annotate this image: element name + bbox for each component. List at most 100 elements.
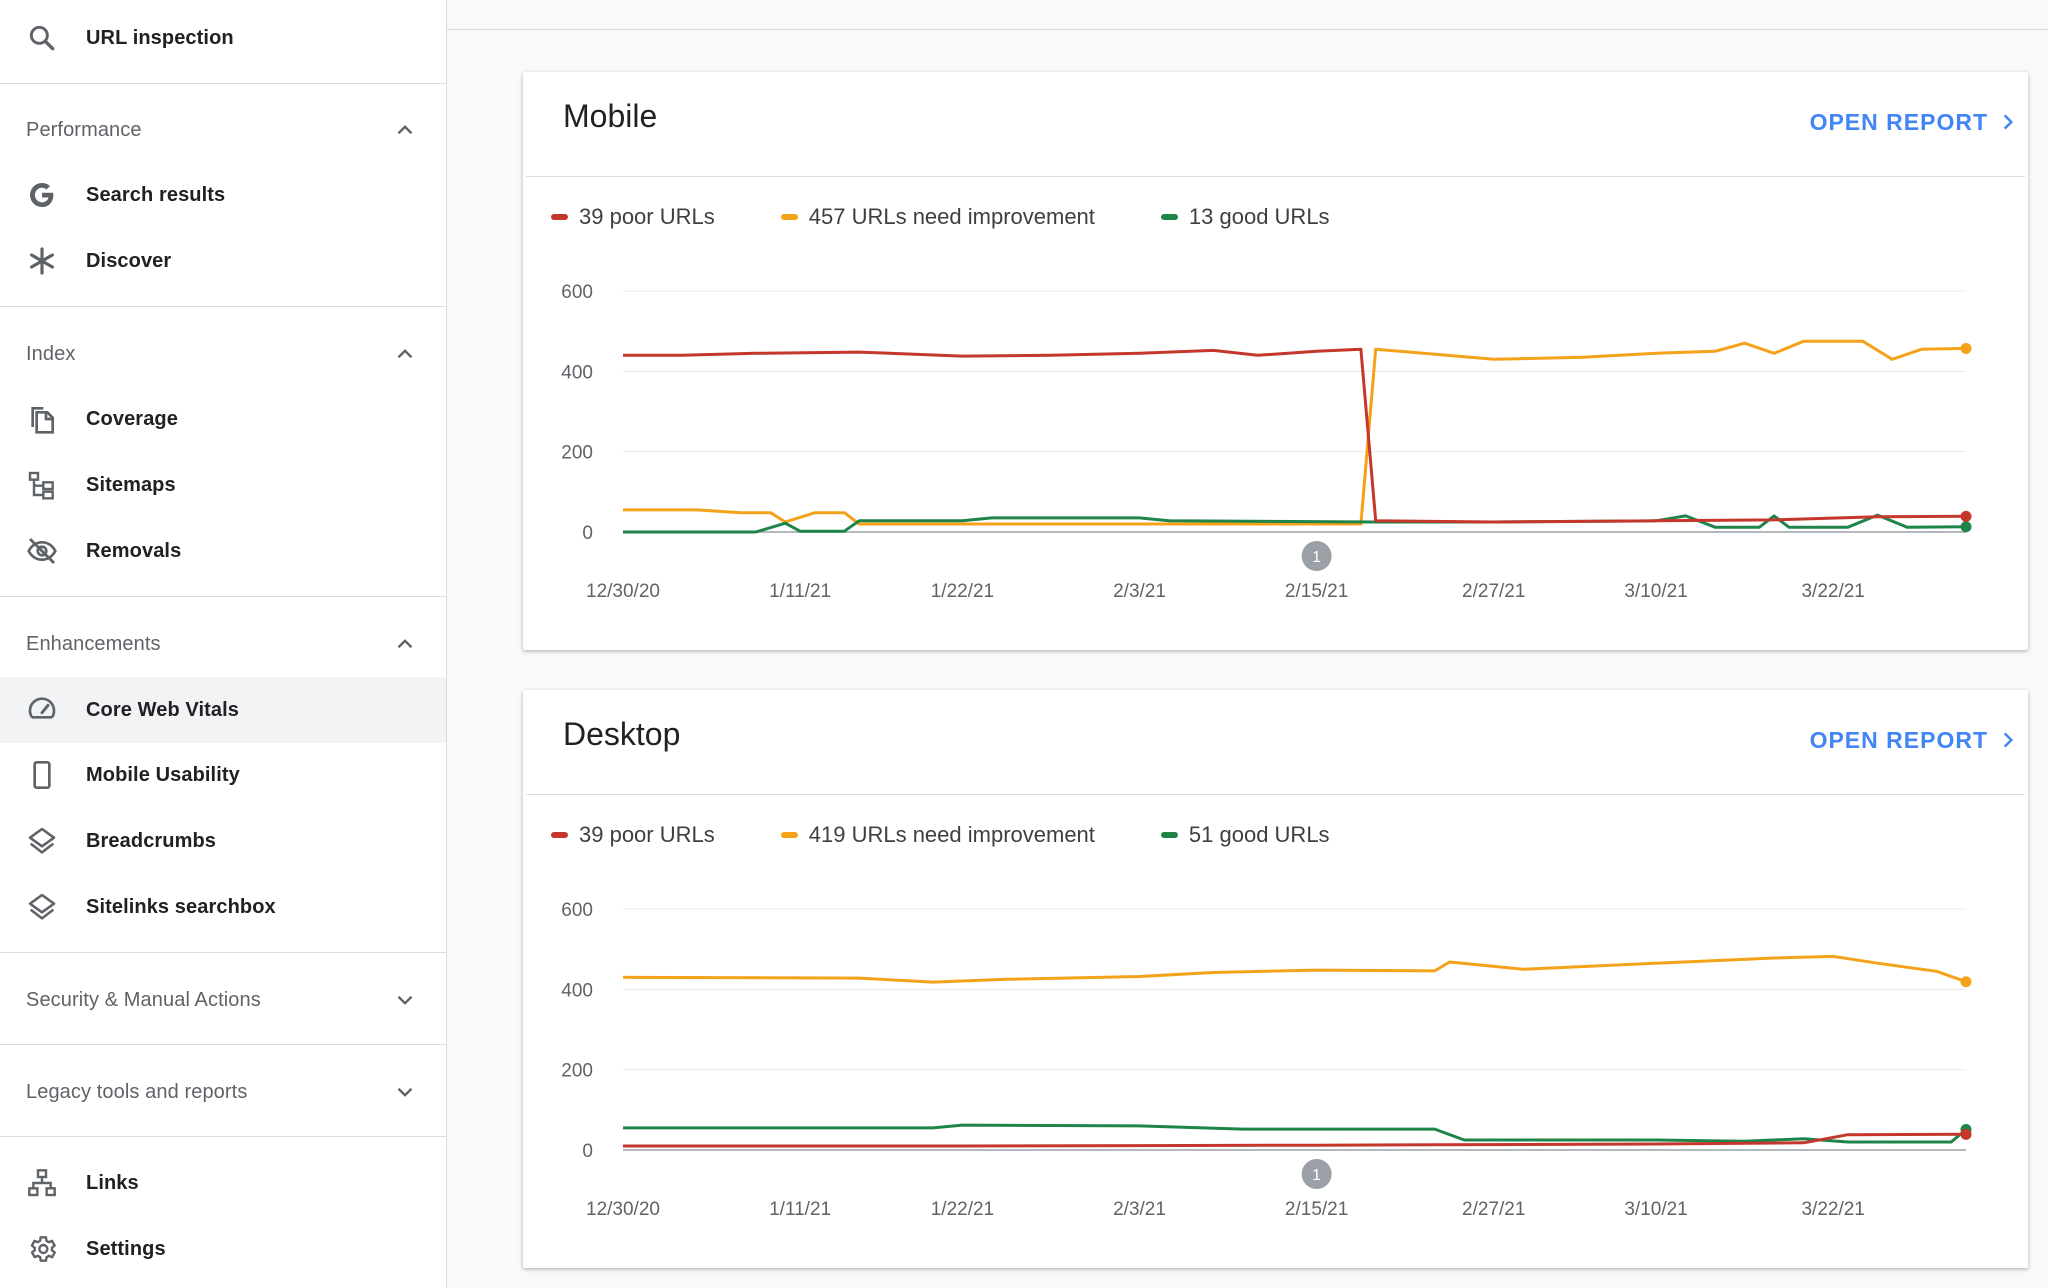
y-tick-label: 400 — [561, 362, 593, 383]
chart-legend: 39 poor URLs 457 URLs need improvement 1… — [551, 204, 1396, 230]
legend-label: 419 URLs need improvement — [808, 822, 1095, 847]
legend-label: 39 poor URLs — [579, 822, 715, 847]
sidebar-divider — [0, 596, 446, 597]
nav-settings[interactable]: Settings — [0, 1217, 446, 1281]
legend-swatch — [780, 214, 798, 220]
legend-swatch — [1160, 214, 1178, 220]
legend-item-good[interactable]: 51 good URLs — [1160, 822, 1330, 848]
layers-icon — [26, 825, 58, 857]
section-label: Security & Manual Actions — [26, 988, 261, 1011]
sidebar: URL inspection Performance Search result… — [0, 0, 447, 1288]
legend-swatch — [551, 832, 568, 838]
annotation-marker — [1301, 1159, 1332, 1189]
x-tick-label: 3/22/21 — [1801, 1199, 1864, 1220]
nav-sitemaps[interactable]: Sitemaps — [0, 453, 446, 517]
nav-links[interactable]: Links — [0, 1151, 446, 1215]
sidebar-divider — [0, 952, 446, 953]
links-icon — [26, 1167, 58, 1199]
section-label: Enhancements — [26, 632, 161, 655]
annotation-label: 1 — [1312, 549, 1321, 566]
x-tick-label: 2/3/21 — [1113, 1199, 1166, 1220]
card-mobile: Mobile OPEN REPORT 39 poor URLs 457 URLs… — [523, 72, 2028, 650]
nav-coverage[interactable]: Coverage — [0, 387, 446, 451]
open-report-label: OPEN REPORT — [1809, 726, 1988, 753]
x-tick-label: 2/27/21 — [1462, 1199, 1525, 1220]
series-end-point-poor — [1960, 1128, 1972, 1140]
section-security[interactable]: Security & Manual Actions — [0, 970, 446, 1030]
card-desktop: Desktop OPEN REPORT 39 poor URLs 419 URL… — [523, 690, 2028, 1268]
nav-label: Removals — [86, 539, 182, 562]
y-tick-label: 200 — [561, 443, 593, 464]
nav-removals[interactable]: Removals — [0, 519, 446, 583]
speedometer-icon — [26, 694, 58, 726]
legend-item-needs-improvement[interactable]: 457 URLs need improvement — [780, 204, 1095, 230]
section-enhancements[interactable]: Enhancements — [0, 614, 446, 674]
open-report-button[interactable]: OPEN REPORT — [1810, 722, 2018, 758]
y-tick-label: 600 — [561, 282, 593, 303]
series-line-needs — [622, 954, 1967, 984]
x-tick-label: 2/15/21 — [1285, 581, 1348, 602]
chart-legend: 39 poor URLs 419 URLs need improvement 5… — [551, 822, 1396, 848]
x-tick-label: 2/27/21 — [1462, 581, 1525, 602]
x-tick-label: 3/10/21 — [1624, 1199, 1687, 1220]
chevron-up-icon — [397, 349, 413, 359]
section-legacy[interactable]: Legacy tools and reports — [0, 1062, 446, 1122]
chevron-down-icon — [397, 995, 413, 1005]
nav-label: Search results — [86, 183, 226, 206]
card-title: Mobile — [563, 98, 658, 134]
nav-discover[interactable]: Discover — [0, 229, 446, 293]
y-tick-label: 600 — [561, 900, 593, 921]
x-tick-label: 1/22/21 — [931, 1199, 994, 1220]
legend-swatch — [551, 214, 568, 220]
legend-item-poor[interactable]: 39 poor URLs — [551, 204, 715, 230]
section-index[interactable]: Index — [0, 324, 446, 384]
phone-icon — [26, 759, 58, 791]
open-report-button[interactable]: OPEN REPORT — [1810, 104, 2018, 140]
legend-item-poor[interactable]: 39 poor URLs — [551, 822, 715, 848]
nav-mobile-usability[interactable]: Mobile Usability — [0, 743, 446, 807]
nav-label: URL inspection — [86, 26, 234, 49]
section-performance[interactable]: Performance — [0, 100, 446, 160]
series-end-point-needs — [1960, 342, 1972, 354]
legend-label: 457 URLs need improvement — [808, 204, 1095, 229]
sidebar-divider — [0, 83, 446, 84]
chart-mobile: 0 200 400 600 12/30/20 1/11/21 1/22/21 2/3/21 2/… — [561, 282, 1972, 602]
series-line-poor — [623, 347, 1967, 524]
nav-label: Links — [86, 1171, 139, 1194]
sidebar-divider — [0, 1044, 446, 1045]
annotation-marker — [1301, 541, 1332, 571]
x-tick-label: 3/22/21 — [1801, 581, 1864, 602]
legend-item-needs-improvement[interactable]: 419 URLs need improvement — [780, 822, 1095, 848]
nav-label: Sitelinks searchbox — [86, 895, 276, 918]
asterisk-icon — [26, 245, 58, 277]
nav-label: Sitemaps — [86, 473, 176, 496]
nav-sitelinks-searchbox[interactable]: Sitelinks searchbox — [0, 875, 446, 939]
series-line-poor — [623, 1132, 1967, 1148]
legend-label: 13 good URLs — [1188, 204, 1330, 229]
chevron-down-icon — [397, 1087, 413, 1097]
gear-icon — [26, 1233, 58, 1265]
open-report-label: OPEN REPORT — [1809, 108, 1988, 135]
series-line-good — [623, 1123, 1967, 1144]
chevron-up-icon — [397, 125, 413, 135]
layers-icon — [26, 891, 58, 923]
x-tick-label: 2/15/21 — [1285, 1199, 1348, 1220]
search-icon — [26, 22, 58, 54]
nav-search-results[interactable]: Search results — [0, 163, 446, 227]
x-tick-label: 1/11/21 — [769, 581, 831, 602]
nav-label: Mobile Usability — [86, 763, 240, 786]
eye-off-icon — [26, 535, 58, 567]
nav-core-web-vitals[interactable]: Core Web Vitals — [0, 677, 446, 743]
header-divider — [447, 29, 2048, 30]
chevron-up-icon — [397, 639, 413, 649]
y-tick-label: 0 — [582, 1141, 593, 1162]
nav-url-inspection[interactable]: URL inspection — [0, 6, 446, 70]
series-line-needs — [623, 339, 1967, 526]
nav-breadcrumbs[interactable]: Breadcrumbs — [0, 809, 446, 873]
legend-item-good[interactable]: 13 good URLs — [1160, 204, 1330, 230]
series-end-point-poor — [1960, 510, 1972, 522]
legend-swatch — [780, 832, 798, 838]
card-title: Desktop — [563, 716, 681, 752]
chevron-right-icon — [2003, 732, 2014, 748]
x-tick-label: 12/30/20 — [586, 581, 660, 602]
